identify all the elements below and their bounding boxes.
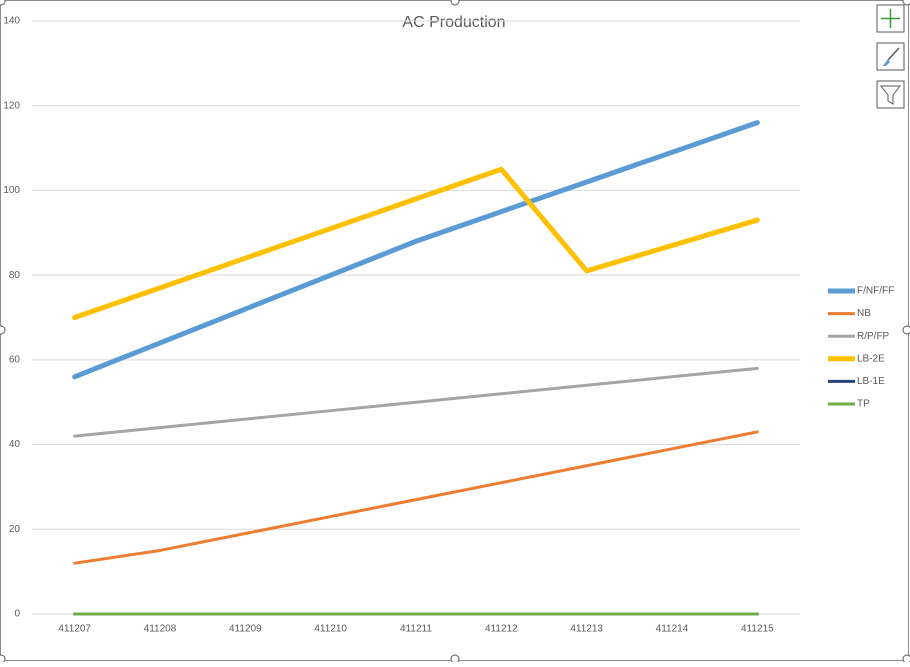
x-tick-label: 411209: [229, 624, 262, 635]
legend-label: LB-2E: [857, 353, 885, 364]
y-tick-label: 60: [9, 354, 21, 365]
legend-label: F/NF/FF: [857, 286, 894, 297]
y-tick-label: 100: [3, 185, 20, 196]
series-line: [72, 120, 760, 380]
chart-elements-button[interactable]: [876, 4, 905, 33]
y-tick-label: 40: [9, 439, 21, 450]
legend-label: NB: [857, 308, 871, 319]
x-tick-label: 411215: [741, 624, 774, 635]
y-tick-label: 80: [9, 270, 21, 281]
x-tick-label: 411214: [656, 624, 689, 635]
y-tick-label: 20: [9, 524, 21, 535]
chart-title: AC Production: [402, 14, 505, 31]
chart-styles-button[interactable]: [876, 42, 905, 71]
y-tick-label: 140: [3, 16, 20, 27]
series-line: [73, 366, 759, 438]
chart-filters-button[interactable]: [876, 80, 905, 109]
legend-label: LB-1E: [857, 376, 885, 387]
y-tick-label: 120: [3, 100, 20, 111]
x-tick-label: 411207: [58, 624, 91, 635]
y-tick-label: 0: [14, 609, 20, 620]
series-line: [73, 430, 759, 565]
x-tick-label: 411211: [400, 624, 432, 635]
series-line: [72, 166, 760, 320]
legend-label: R/P/FP: [857, 331, 890, 342]
x-tick-label: 411210: [314, 624, 347, 635]
x-tick-label: 411213: [570, 624, 603, 635]
x-tick-label: 411212: [485, 624, 518, 635]
x-tick-label: 411208: [144, 624, 177, 635]
legend-label: TP: [857, 399, 870, 410]
